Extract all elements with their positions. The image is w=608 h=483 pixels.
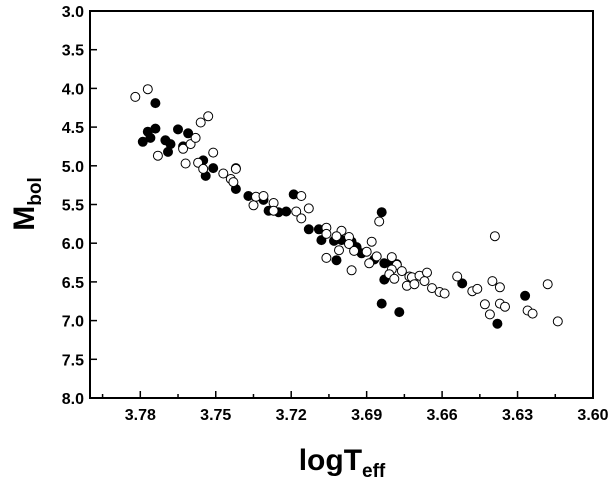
open-data-point [389,273,400,284]
y-tick-label: 3.0 [62,4,84,21]
x-tick-label: 3.69 [351,407,382,424]
open-data-point [331,231,342,242]
open-data-point [180,158,191,169]
y-axis-title: Mbol [8,177,46,231]
filled-data-point [208,163,219,174]
x-tick-label: 3.66 [427,407,458,424]
filled-data-point [137,136,148,147]
x-tick-label: 3.75 [200,407,231,424]
open-data-point [303,203,314,214]
filled-data-point [376,298,387,309]
y-tick-label: 7.0 [62,314,84,331]
filled-data-point [281,206,292,217]
open-data-point [364,258,375,269]
open-data-point [321,252,332,263]
open-data-point [484,309,495,320]
open-data-point [552,316,563,327]
open-data-point [374,216,385,227]
open-data-point [366,236,377,247]
x-tick-label: 3.78 [125,407,156,424]
open-data-point [472,283,483,294]
y-tick-label: 3.5 [62,43,84,60]
filled-data-point [520,290,531,301]
open-data-point [452,271,463,282]
filled-data-point [150,98,161,109]
open-data-point [178,143,189,154]
open-data-point [494,282,505,293]
open-data-point [198,163,209,174]
y-tick-label: 4.0 [62,81,84,98]
open-data-point [321,228,332,239]
open-data-point [228,177,239,188]
open-data-point [489,231,500,242]
filled-data-point [331,255,342,266]
y-tick-label: 5.0 [62,159,84,176]
open-data-point [409,279,420,290]
open-data-point [361,246,372,257]
open-data-point [230,163,241,174]
open-data-point [130,91,141,102]
x-axis-title-main: logT [299,444,362,477]
x-tick-label: 3.72 [276,407,307,424]
x-axis-title-sub: eff [362,461,386,482]
filled-data-point [163,146,173,157]
open-data-point [422,267,432,278]
open-data-point [195,117,206,128]
open-data-point [203,111,214,122]
open-data-point [258,191,269,201]
y-tick-label: 6.5 [62,275,84,292]
y-tick-label: 4.5 [62,120,84,137]
open-data-point [268,205,279,216]
y-tick-label: 5.5 [62,198,84,215]
filled-data-point [376,207,387,218]
plot-frame [89,10,594,399]
open-data-point [527,308,538,319]
open-data-point [386,252,397,263]
y-tick-label: 7.5 [62,352,84,369]
open-data-point [344,239,354,249]
y-tick-label: 6.0 [62,236,84,253]
open-data-point [248,200,259,211]
y-tick-label: 8.0 [62,391,84,408]
filled-data-point [183,128,194,139]
open-data-point [396,266,407,277]
open-data-point [346,265,357,276]
open-data-point [218,168,229,179]
open-data-point [208,147,219,158]
filled-data-point [173,124,183,135]
x-axis-title: logTeff [299,444,386,482]
open-data-point [479,299,490,310]
open-data-point [291,206,302,217]
filled-data-point [394,307,405,318]
data-points [130,84,563,329]
open-data-point [542,279,553,290]
open-data-point [142,84,153,95]
open-data-point [190,132,201,143]
open-data-point [487,276,498,287]
filled-data-point [303,224,314,235]
y-axis-title-main: M [8,206,41,231]
open-data-point [152,150,163,161]
open-data-point [296,213,307,224]
open-data-point [500,301,510,312]
open-data-point [334,245,344,256]
open-data-point [371,251,382,262]
open-data-point [439,288,450,299]
x-tick-label: 3.60 [577,407,608,424]
y-axis: 3.0 3.5 4.0 4.5 5.0 5.5 6.0 6.5 7.0 7.5 8.0 [62,4,97,408]
filled-data-point [457,278,468,289]
open-data-point [296,191,307,201]
open-data-point [349,245,360,256]
x-tick-label: 3.63 [502,407,533,424]
y-axis-title-sub: bol [25,177,46,206]
x-axis: 3.78 3.75 3.72 3.69 3.66 3.63 3.60 [101,391,608,424]
filled-data-point [492,318,503,329]
open-data-point [419,276,430,287]
